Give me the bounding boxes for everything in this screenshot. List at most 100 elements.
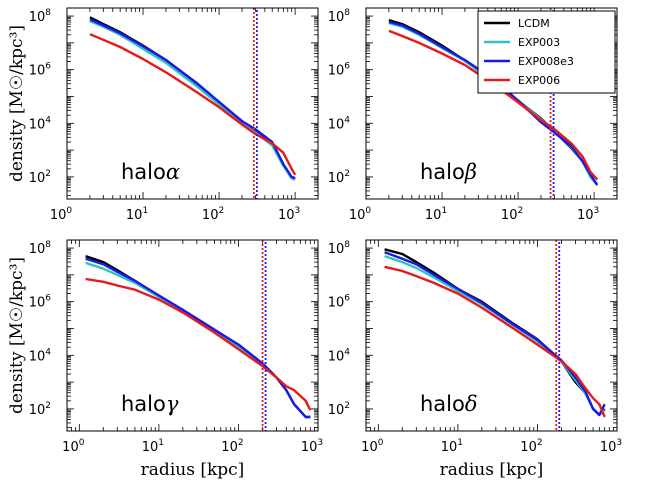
y-tick-exp: 4 <box>344 115 350 125</box>
y-tick-exp: 4 <box>45 115 51 125</box>
x-tick-base: 10 <box>202 208 219 223</box>
y-tick-label: 102 <box>328 169 350 186</box>
y-tick-label: 104 <box>328 347 351 364</box>
x-tick-label: 101 <box>126 206 148 223</box>
y-tick-base: 10 <box>29 403 46 418</box>
x-tick-base: 10 <box>600 440 617 455</box>
y-tick-base: 10 <box>29 349 46 364</box>
plot-area <box>89 8 297 199</box>
y-tick-label: 106 <box>29 62 52 79</box>
y-tick-exp: 4 <box>45 347 51 357</box>
legend-label-EXP006: EXP006 <box>518 74 560 87</box>
y-axis-label: density [M☉/kpc³] <box>7 257 27 414</box>
series-line-EXP006 <box>388 29 599 181</box>
y-tick-base: 10 <box>29 296 46 311</box>
halo-label: haloγ <box>121 392 179 416</box>
axes-frame <box>66 239 319 432</box>
x-tick-base: 10 <box>577 208 594 223</box>
y-axis-label: density [M☉/kpc³] <box>7 25 27 182</box>
legend-label-EXP008e3: EXP008e3 <box>518 55 574 68</box>
plot-area <box>85 240 312 431</box>
x-tick-base: 10 <box>126 208 143 223</box>
halo-label-text: halo <box>121 160 166 184</box>
legend-label-EXP003: EXP003 <box>518 36 560 49</box>
y-tick-base: 10 <box>328 403 345 418</box>
y-tick-exp: 2 <box>344 169 350 179</box>
halo-label: haloδ <box>420 392 478 416</box>
y-tick-label: 108 <box>29 8 52 25</box>
x-tick-base: 10 <box>301 440 318 455</box>
x-tick-exp: 2 <box>218 206 224 216</box>
y-tick-label: 106 <box>29 294 52 311</box>
x-tick-label: 100 <box>361 438 384 455</box>
y-tick-base: 10 <box>328 117 345 132</box>
x-tick-label: 102 <box>520 438 542 455</box>
y-tick-base: 10 <box>29 242 46 257</box>
y-tick-base: 10 <box>328 64 345 79</box>
x-tick-exp: 0 <box>365 206 371 216</box>
x-tick-exp: 1 <box>457 438 463 448</box>
y-tick-base: 10 <box>328 10 345 25</box>
halo-label-text: halo <box>420 160 465 184</box>
axes-frame <box>365 7 618 200</box>
series-line-LCDM <box>384 248 606 417</box>
x-tick-label: 102 <box>202 206 224 223</box>
y-tick-exp: 2 <box>344 401 350 411</box>
x-tick-exp: 2 <box>238 438 244 448</box>
series-line-EXP006 <box>384 265 606 418</box>
y-tick-label: 104 <box>29 347 52 364</box>
x-tick-exp: 3 <box>317 438 323 448</box>
y-tick-label: 102 <box>29 401 51 418</box>
x-tick-exp: 0 <box>79 438 85 448</box>
x-tick-label: 103 <box>600 438 622 455</box>
y-tick-exp: 6 <box>45 62 51 72</box>
halo-label-greek: β <box>464 160 477 184</box>
plot-area <box>388 8 599 199</box>
series-line-EXP008e3 <box>388 20 599 186</box>
series-line-EXP003 <box>384 254 606 417</box>
y-tick-base: 10 <box>328 242 345 257</box>
x-tick-label: 101 <box>142 438 164 455</box>
series-line-EXP008e3 <box>89 18 296 180</box>
y-tick-exp: 8 <box>45 8 51 18</box>
y-tick-exp: 4 <box>344 347 350 357</box>
series-line-EXP006 <box>85 277 312 411</box>
halo-label-text: halo <box>121 392 166 416</box>
x-tick-base: 10 <box>142 440 159 455</box>
series-line-EXP008e3 <box>85 257 311 419</box>
x-tick-exp: 3 <box>594 206 600 216</box>
y-tick-label: 108 <box>328 240 351 257</box>
x-tick-base: 10 <box>349 208 366 223</box>
x-tick-base: 10 <box>501 208 518 223</box>
halo-label: haloβ <box>420 160 477 184</box>
x-tick-base: 10 <box>425 208 442 223</box>
y-tick-label: 106 <box>328 294 351 311</box>
x-tick-exp: 1 <box>142 206 148 216</box>
x-tick-exp: 2 <box>517 206 523 216</box>
x-tick-base: 10 <box>441 440 458 455</box>
x-tick-label: 100 <box>349 206 372 223</box>
legend-label-LCDM: LCDM <box>518 17 550 30</box>
y-tick-base: 10 <box>328 296 345 311</box>
series-line-EXP006 <box>89 33 297 176</box>
y-tick-label: 104 <box>29 115 52 132</box>
x-tick-exp: 0 <box>378 438 384 448</box>
y-tick-exp: 8 <box>344 240 350 250</box>
x-tick-label: 102 <box>501 206 523 223</box>
x-tick-exp: 1 <box>158 438 164 448</box>
halo-label-greek: δ <box>465 392 478 416</box>
x-axis-label: radius [kpc] <box>141 460 245 480</box>
axes-frame <box>365 239 618 432</box>
y-tick-exp: 8 <box>45 240 51 250</box>
x-tick-base: 10 <box>62 440 79 455</box>
series-line-EXP003 <box>89 19 296 181</box>
y-tick-base: 10 <box>328 349 345 364</box>
halo-label-text: halo <box>420 392 465 416</box>
panel-β: 100 101 102 103102104106108haloβLCDMEXP003E… <box>328 7 618 223</box>
halo-label-greek: γ <box>166 392 179 416</box>
x-tick-label: 100 <box>62 438 85 455</box>
x-tick-exp: 2 <box>537 438 543 448</box>
x-tick-label: 103 <box>301 438 323 455</box>
x-tick-base: 10 <box>520 440 537 455</box>
